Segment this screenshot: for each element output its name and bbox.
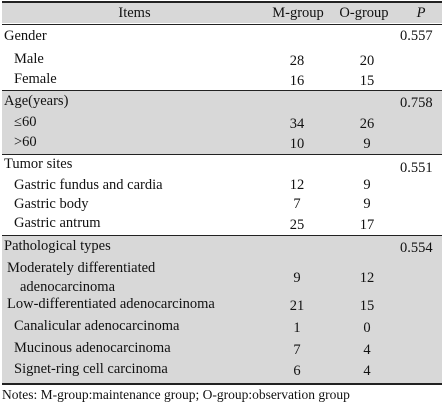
section-p-value: 0.554 <box>400 240 433 256</box>
row-m-value: 1 <box>293 320 301 336</box>
table-note: Notes: M-group:maintenance group; O-grou… <box>2 387 350 402</box>
section-rule <box>2 154 442 155</box>
row-label: Low-differentiated adenocarcinoma <box>7 296 215 312</box>
row-o-value: 15 <box>359 298 375 314</box>
row-label: Canalicular adenocarcinoma <box>14 318 180 334</box>
row-m-value: 6 <box>293 363 301 379</box>
header-rule <box>2 24 442 25</box>
section-title: Age(years) <box>4 93 69 109</box>
header-o-group: O-group <box>339 5 389 21</box>
row-m-value: 12 <box>289 177 305 193</box>
table-header-row: Items M-group O-group P <box>2 3 442 23</box>
section-pathological-types: Pathological types 0.554 Moderately diff… <box>2 236 442 383</box>
row-o-value: 9 <box>363 196 371 212</box>
row-label: Mucinous adenocarcinoma <box>14 340 171 356</box>
row-label: >60 <box>14 134 37 150</box>
table-top-rule <box>2 1 442 3</box>
row-o-value: 4 <box>363 342 371 358</box>
row-label: Female <box>14 71 57 87</box>
row-label-continued: adenocarcinoma <box>20 279 116 295</box>
row-o-value: 4 <box>363 363 371 379</box>
section-p-value: 0.557 <box>400 28 433 44</box>
row-o-value: 17 <box>359 217 375 233</box>
row-o-value: 9 <box>363 136 371 152</box>
section-p-value: 0.758 <box>400 95 433 111</box>
section-rule <box>2 235 442 236</box>
section-tumor-sites: Tumor sites 0.551 Gastric fundus and car… <box>2 155 442 235</box>
row-o-value: 20 <box>359 53 375 69</box>
header-items: Items <box>118 5 151 21</box>
header-m-group: M-group <box>272 5 324 21</box>
row-m-value: 7 <box>293 196 301 212</box>
row-m-value: 9 <box>293 270 301 286</box>
section-title: Pathological types <box>4 238 111 254</box>
row-m-value: 28 <box>289 53 305 69</box>
row-m-value: 16 <box>289 73 305 89</box>
row-label: Signet-ring cell carcinoma <box>14 361 168 377</box>
section-title: Tumor sites <box>4 156 73 172</box>
table-bottom-rule <box>2 383 442 385</box>
row-m-value: 25 <box>289 217 305 233</box>
row-label: Gastric antrum <box>14 215 101 231</box>
row-m-value: 21 <box>289 298 305 314</box>
row-label: ≤60 <box>14 114 37 130</box>
row-label: Male <box>14 51 44 67</box>
row-o-value: 9 <box>363 177 371 193</box>
row-label: Moderately differentiated <box>7 260 156 276</box>
row-m-value: 7 <box>293 342 301 358</box>
row-o-value: 0 <box>363 320 371 336</box>
header-p: P <box>416 5 426 21</box>
row-o-value: 15 <box>359 73 375 89</box>
row-o-value: 12 <box>359 270 375 286</box>
section-title: Gender <box>4 28 47 44</box>
section-rule <box>2 90 442 91</box>
row-label: Gastric fundus and cardia <box>14 177 163 193</box>
row-m-value: 34 <box>289 116 305 132</box>
section-age: Age(years) 0.758 ≤60 34 26 >60 10 9 <box>2 91 442 154</box>
row-m-value: 10 <box>289 136 305 152</box>
section-gender: Gender 0.557 Male 28 20 Female 16 15 <box>2 25 442 90</box>
section-p-value: 0.551 <box>400 160 433 176</box>
row-label: Gastric body <box>14 196 89 212</box>
row-o-value: 26 <box>359 116 375 132</box>
